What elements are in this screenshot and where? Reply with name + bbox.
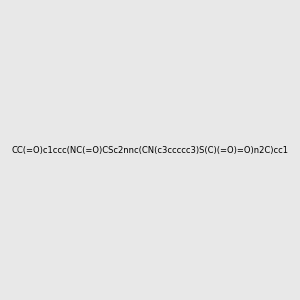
Text: CC(=O)c1ccc(NC(=O)CSc2nnc(CN(c3ccccc3)S(C)(=O)=O)n2C)cc1: CC(=O)c1ccc(NC(=O)CSc2nnc(CN(c3ccccc3)S(…	[11, 146, 289, 154]
